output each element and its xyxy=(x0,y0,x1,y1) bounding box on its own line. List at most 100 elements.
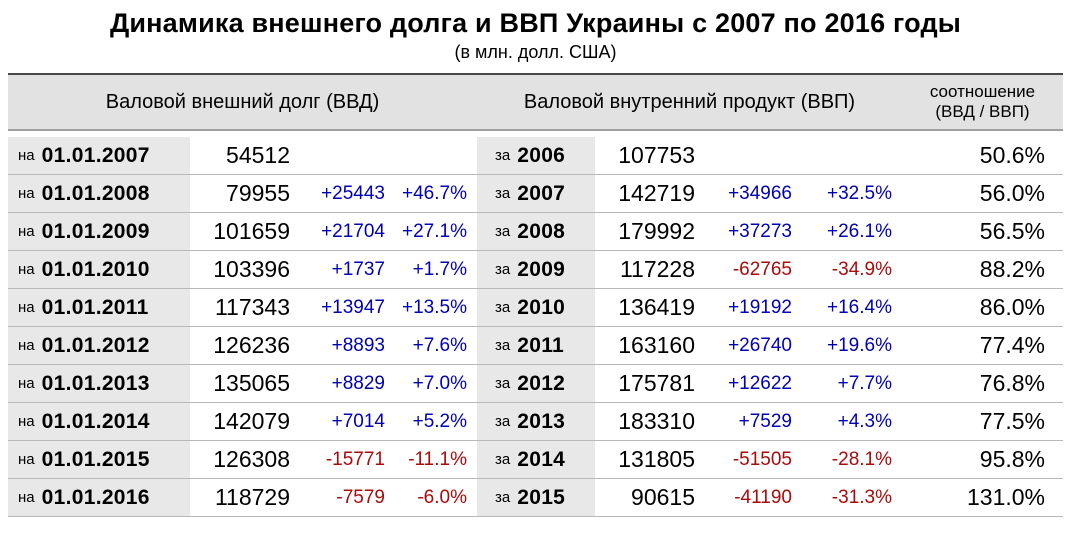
debt-date-label: на 01.01.2007 xyxy=(8,137,190,174)
gdp-delta: -41190 xyxy=(734,486,792,508)
table-body: на 01.01.2007 54512 за 2006 107753 50.6% на 01.0… xyxy=(8,137,1063,517)
gdp-year-label-value: 2010 xyxy=(517,295,566,319)
debt-date-label-value: 01.01.2013 xyxy=(41,371,150,395)
gdp-year-label-value: 2008 xyxy=(517,219,566,243)
debt-delta: -7579 xyxy=(336,486,385,508)
page-title: Динамика внешнего долга и ВВП Украины с … xyxy=(109,8,962,38)
table-row: на 01.01.2012 126236 +8893 +7.6% за 2011 163160… xyxy=(8,327,1063,365)
debt-delta-pct: +46.7% xyxy=(402,182,467,204)
gdp-year-label-value: 2007 xyxy=(517,181,566,205)
debt-to-gdp-ratio: 86.0% xyxy=(979,294,1045,320)
gdp-value: 183310 xyxy=(618,408,695,434)
gdp-year-label-prefix: за xyxy=(495,375,511,392)
debt-date-label-value: 01.01.2007 xyxy=(41,143,150,167)
gdp-delta-pct: +4.3% xyxy=(837,410,892,432)
debt-delta-pct: +27.1% xyxy=(402,220,467,242)
gdp-year-label: за 2014 xyxy=(477,441,595,478)
gdp-year-label: за 2011 xyxy=(477,327,595,364)
debt-delta: +25443 xyxy=(321,182,385,204)
debt-date-label-prefix: на xyxy=(18,147,35,164)
debt-delta: +13947 xyxy=(321,296,385,318)
table-row: на 01.01.2014 142079 +7014 +5.2% за 2013 183310… xyxy=(8,403,1063,441)
gdp-year-label-prefix: за xyxy=(495,413,511,430)
gdp-year-label: за 2007 xyxy=(477,175,595,212)
gdp-year-label-prefix: за xyxy=(495,337,511,354)
debt-value: 79955 xyxy=(226,180,290,206)
header-gdp: Валовой внутренний продукт (ВВП) xyxy=(523,90,856,113)
debt-delta: +1737 xyxy=(331,258,385,280)
table-row: на 01.01.2015 126308 -15771 -11.1% за 2014 1318… xyxy=(8,441,1063,479)
debt-date-label-prefix: на xyxy=(18,451,35,468)
gdp-year-label-value: 2014 xyxy=(517,447,566,471)
debt-date-label-prefix: на xyxy=(18,413,35,430)
debt-date-label-value: 01.01.2011 xyxy=(41,295,149,319)
gdp-year-label-prefix: за xyxy=(495,223,511,240)
gdp-year-label-value: 2015 xyxy=(517,485,566,509)
debt-value: 117343 xyxy=(214,294,290,320)
gdp-delta: +12622 xyxy=(728,372,792,394)
gdp-year-label: за 2010 xyxy=(477,289,595,326)
gdp-year-label-value: 2006 xyxy=(517,143,566,167)
debt-to-gdp-ratio: 56.5% xyxy=(979,218,1045,244)
gdp-delta-pct: +32.5% xyxy=(827,182,892,204)
debt-delta-pct: +7.6% xyxy=(412,334,467,356)
gdp-delta: -62765 xyxy=(732,258,792,280)
header-external-debt: Валовой внешний долг (ВВД) xyxy=(105,90,380,113)
table-row: на 01.01.2016 118729 -7579 -6.0% за 2015 90615 -… xyxy=(8,479,1063,517)
debt-date-label-value: 01.01.2016 xyxy=(41,485,150,509)
table-row: на 01.01.2009 101659 +21704 +27.1% за 2008 1799… xyxy=(8,213,1063,251)
debt-date-label-value: 01.01.2014 xyxy=(41,409,150,433)
debt-delta: -15771 xyxy=(325,448,385,470)
debt-date-label-value: 01.01.2015 xyxy=(41,447,150,471)
gdp-year-label: за 2009 xyxy=(477,251,595,288)
debt-value: 126236 xyxy=(213,332,290,358)
debt-delta: +7014 xyxy=(331,410,385,432)
debt-date-label: на 01.01.2011 xyxy=(8,289,190,326)
debt-value: 126308 xyxy=(213,446,290,472)
page: Динамика внешнего долга и ВВП Украины с … xyxy=(0,8,1071,517)
debt-date-label-value: 01.01.2008 xyxy=(41,181,150,205)
gdp-year-label-value: 2009 xyxy=(517,257,566,281)
debt-delta-pct: +7.0% xyxy=(412,372,467,394)
debt-delta xyxy=(300,137,395,174)
gdp-value: 179992 xyxy=(618,218,695,244)
debt-gdp-table: Валовой внешний долг (ВВД) Валовой внутр… xyxy=(8,73,1063,517)
debt-date-label-prefix: на xyxy=(18,299,35,316)
gdp-year-label-prefix: за xyxy=(495,299,511,316)
debt-delta: +8829 xyxy=(331,372,385,394)
debt-delta: +8893 xyxy=(331,334,385,356)
debt-to-gdp-ratio: 77.4% xyxy=(979,332,1045,358)
debt-date-label: на 01.01.2009 xyxy=(8,213,190,250)
gdp-delta: -51505 xyxy=(732,448,792,470)
debt-date-label: на 01.01.2008 xyxy=(8,175,190,212)
gdp-delta-pct: -34.9% xyxy=(831,258,892,280)
debt-to-gdp-ratio: 77.5% xyxy=(979,408,1045,434)
debt-date-label: на 01.01.2014 xyxy=(8,403,190,440)
debt-date-label-prefix: на xyxy=(18,375,35,392)
gdp-value: 117228 xyxy=(619,256,695,282)
debt-date-label: на 01.01.2016 xyxy=(8,479,190,516)
debt-date-label-value: 01.01.2010 xyxy=(41,257,150,281)
gdp-value: 90615 xyxy=(631,484,695,510)
gdp-delta xyxy=(705,137,802,174)
debt-date-label-prefix: на xyxy=(18,185,35,202)
gdp-year-label: за 2013 xyxy=(477,403,595,440)
page-subtitle: (в млн. долл. США) xyxy=(454,42,617,62)
gdp-delta-pct: -31.3% xyxy=(831,486,892,508)
debt-delta-pct: +1.7% xyxy=(412,258,467,280)
debt-to-gdp-ratio: 50.6% xyxy=(979,142,1045,168)
header-ratio-line2: (ВВД / ВВП) xyxy=(935,102,1030,121)
header-ratio-line1: соотношение xyxy=(929,82,1036,101)
debt-value: 103396 xyxy=(213,256,290,282)
gdp-value: 131805 xyxy=(618,446,695,472)
gdp-year-label: за 2006 xyxy=(477,137,595,174)
debt-date-label: на 01.01.2012 xyxy=(8,327,190,364)
gdp-value: 142719 xyxy=(618,180,695,206)
gdp-delta-pct: +7.7% xyxy=(837,372,892,394)
gdp-delta: +26740 xyxy=(728,334,792,356)
debt-to-gdp-ratio: 95.8% xyxy=(979,446,1045,472)
gdp-year-label-prefix: за xyxy=(495,261,511,278)
gdp-year-label: за 2008 xyxy=(477,213,595,250)
table-header-row: Валовой внешний долг (ВВД) Валовой внутр… xyxy=(8,75,1063,131)
table-row: на 01.01.2007 54512 за 2006 107753 50.6% xyxy=(8,137,1063,175)
